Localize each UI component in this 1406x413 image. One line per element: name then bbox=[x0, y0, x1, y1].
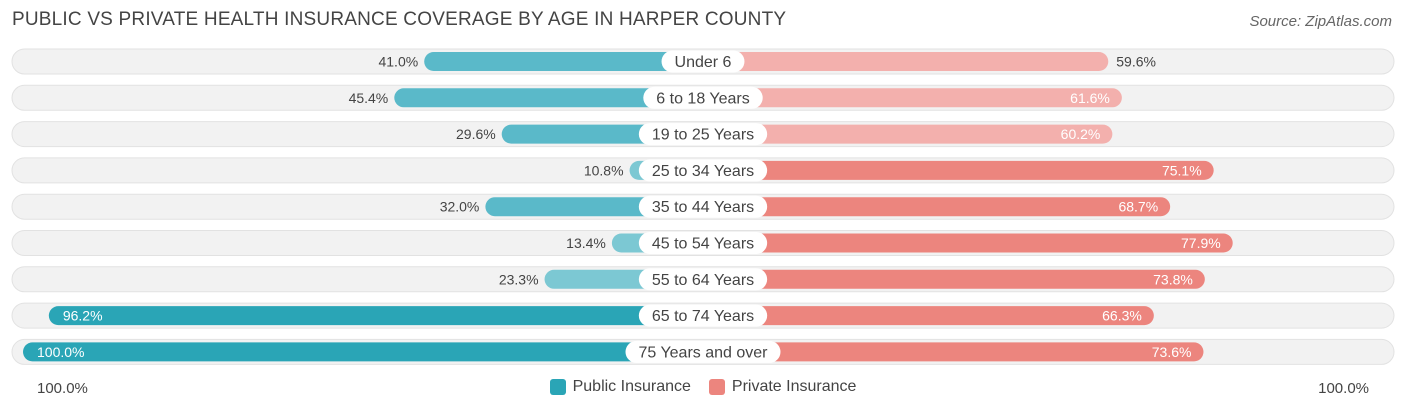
category-pill bbox=[625, 340, 781, 363]
public-value-label: 32.0% bbox=[440, 199, 480, 215]
category-pill bbox=[638, 268, 768, 291]
legend-label-public: Public Insurance bbox=[572, 378, 691, 395]
public-value-label: 96.2% bbox=[63, 308, 103, 324]
legend-item-public[interactable]: Public Insurance bbox=[549, 378, 691, 396]
category-label: 19 to 25 Years bbox=[652, 127, 754, 144]
axis-right-label: 100.0% bbox=[1318, 380, 1369, 397]
private-bar bbox=[703, 269, 1205, 289]
public-value-label: 23.3% bbox=[499, 271, 539, 287]
category-pill bbox=[638, 123, 768, 146]
category-label: 35 to 44 Years bbox=[652, 199, 754, 216]
private-bar bbox=[703, 342, 1204, 362]
category-pill bbox=[638, 232, 768, 254]
private-value-label: 61.6% bbox=[1070, 90, 1110, 106]
private-bar bbox=[703, 124, 1113, 144]
category-label: 45 to 54 Years bbox=[652, 236, 754, 253]
private-value-label: 77.9% bbox=[1181, 235, 1221, 251]
private-bar bbox=[703, 88, 1122, 108]
legend-label-private: Private Insurance bbox=[731, 378, 857, 395]
public-value-label: 100.0% bbox=[37, 344, 84, 360]
category-pill bbox=[638, 159, 768, 182]
chart-title: PUBLIC VS PRIVATE HEALTH INSURANCE COVER… bbox=[12, 9, 787, 30]
private-bar bbox=[703, 197, 1171, 217]
public-value-label: 41.0% bbox=[378, 54, 418, 70]
axis-left-label: 100.0% bbox=[37, 380, 88, 397]
public-value-label: 45.4% bbox=[349, 90, 389, 106]
legend: Public Insurance Private Insurance bbox=[0, 378, 1406, 396]
category-label: 75 Years and over bbox=[639, 344, 769, 361]
legend-swatch-public bbox=[549, 379, 566, 395]
private-bar bbox=[703, 52, 1109, 71]
public-bar bbox=[424, 52, 703, 71]
public-bar bbox=[48, 306, 703, 326]
private-bar bbox=[703, 306, 1154, 326]
category-label: Under 6 bbox=[675, 54, 732, 71]
category-pill bbox=[643, 86, 763, 109]
public-bar bbox=[394, 88, 703, 108]
public-bar bbox=[23, 342, 703, 362]
public-value-label: 10.8% bbox=[584, 162, 624, 178]
legend-swatch-private bbox=[708, 379, 725, 395]
private-bar bbox=[703, 160, 1214, 180]
category-pill bbox=[638, 195, 768, 218]
source-note: Source: ZipAtlas.com bbox=[1249, 13, 1392, 30]
private-value-label: 73.8% bbox=[1153, 271, 1193, 287]
category-label: 25 to 34 Years bbox=[652, 163, 754, 180]
chart-plot: Under 6 41.0% 59.6% 6 to 18 Years 45.4% 61.6%… bbox=[11, 48, 1395, 365]
category-label: 6 to 18 Years bbox=[656, 90, 749, 107]
category-label: 55 to 64 Years bbox=[652, 272, 754, 289]
private-value-label: 68.7% bbox=[1118, 199, 1158, 215]
public-value-label: 29.6% bbox=[456, 126, 496, 142]
private-value-label: 75.1% bbox=[1162, 162, 1202, 178]
category-pill bbox=[638, 304, 768, 327]
private-value-label: 73.6% bbox=[1152, 344, 1192, 360]
public-value-label: 13.4% bbox=[566, 235, 606, 251]
legend-item-private[interactable]: Private Insurance bbox=[708, 378, 857, 396]
category-label: 65 to 74 Years bbox=[652, 308, 754, 325]
category-pill bbox=[661, 50, 745, 73]
private-value-label: 60.2% bbox=[1061, 126, 1101, 142]
private-value-label: 66.3% bbox=[1102, 308, 1142, 324]
private-value-label: 59.6% bbox=[1116, 54, 1156, 70]
private-bar bbox=[703, 233, 1233, 253]
